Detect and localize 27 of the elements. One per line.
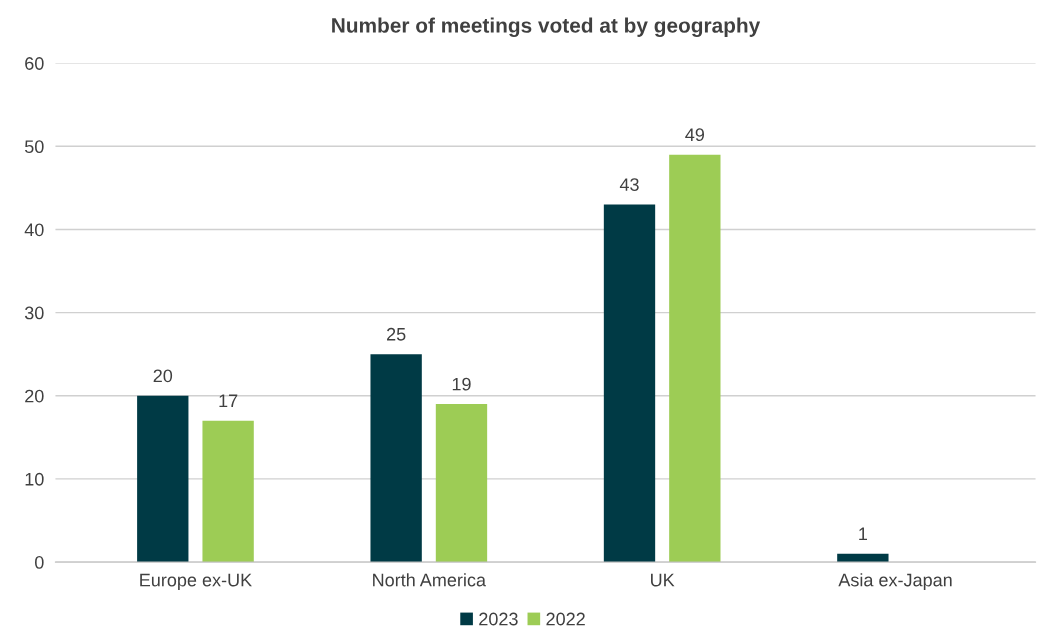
y-tick-label: 40	[24, 223, 44, 237]
y-tick-label: 30	[24, 306, 44, 320]
data-label: 17	[219, 394, 238, 407]
legend-label: 2022	[546, 612, 585, 626]
x-tick-label: UK	[651, 573, 675, 587]
data-label: 1	[859, 527, 867, 541]
data-label: 43	[619, 178, 639, 191]
y-tick-label: 10	[25, 472, 44, 486]
y-tick-label: 20	[25, 389, 44, 403]
data-label: 25	[387, 327, 406, 341]
data-label: 19	[452, 377, 471, 391]
data-label: 20	[153, 369, 173, 383]
bar	[202, 420, 254, 563]
y-tick-label: 0	[34, 556, 44, 569]
legend-label: 2023	[479, 612, 518, 626]
data-label: 49	[685, 128, 705, 142]
y-tick-label: 50	[24, 140, 44, 154]
x-tick-label: Europe ex-UK	[140, 573, 252, 591]
x-tick-label: North America	[373, 573, 487, 587]
bar	[435, 404, 488, 563]
bar	[669, 154, 721, 563]
chart-title: Number of meetings voted at by geography	[332, 17, 761, 38]
y-tick-label: 60	[25, 57, 44, 70]
bar	[137, 395, 189, 563]
bar	[370, 354, 422, 563]
x-tick-label: Asia ex-Japan	[838, 573, 952, 591]
bar	[603, 204, 656, 563]
